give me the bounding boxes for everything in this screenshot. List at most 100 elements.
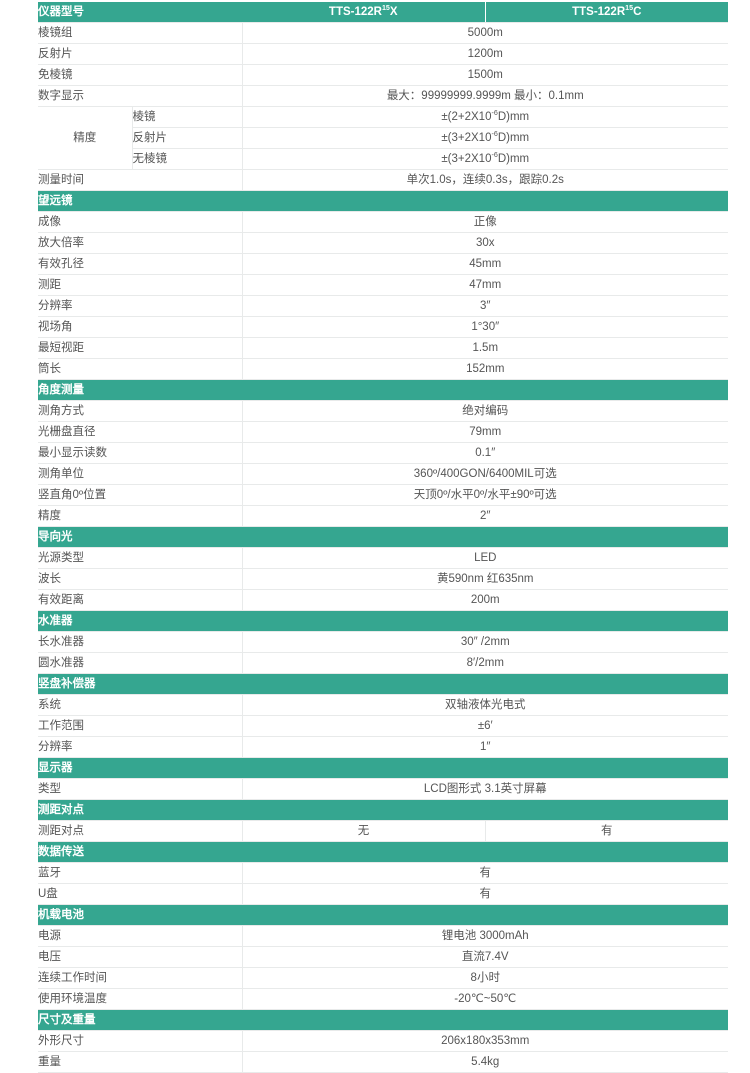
row-label: 光源类型 [38, 547, 242, 569]
table-row: 蓝牙有 [38, 862, 728, 884]
header-model-a-superscript: 15 [381, 4, 390, 13]
row-value: 30x [241, 232, 728, 254]
table-row: U盘有 [38, 883, 728, 905]
section-title: 竖盘补偿器 [38, 673, 728, 695]
row-label: 电源 [38, 925, 242, 947]
section-title: 角度测量 [38, 379, 728, 401]
row-value: 1°30″ [241, 316, 728, 338]
section-header-row: 测距对点 [38, 799, 728, 821]
section-header-row: 数据传送 [38, 841, 728, 863]
table-row: 电压 直流7.4V [38, 946, 728, 968]
section-header-row: 机载电池 [38, 904, 728, 926]
row-label: 放大倍率 [38, 232, 242, 254]
table-row: 最小显示读数 0.1″ [38, 442, 728, 464]
row-label: 波长 [38, 568, 242, 590]
table-row: 重量 5.4kg [38, 1051, 728, 1073]
row-value: 天顶0º/水平0º/水平±90º可选 [241, 484, 728, 506]
table-body: 仪器型号 TTS-122R15X TTS-122R15C 棱镜组 5000m 反射片 120… [38, 2, 728, 1073]
row-value: ±6′ [241, 715, 728, 737]
table-row: 工作范围 ±6′ [38, 715, 728, 737]
row-value: 有 [241, 862, 728, 884]
row-value: 3″ [241, 295, 728, 317]
table-row: 反射片 ±(3+2X10-6D)mm [38, 127, 728, 149]
row-label: 有效孔径 [38, 253, 242, 275]
row-value: 最大：99999999.9999m 最小：0.1mm [241, 85, 728, 107]
table-row: 系统 双轴液体光电式 [38, 694, 728, 716]
table-row: 成像 正像 [38, 211, 728, 233]
row-value: 黄590nm 红635nm [241, 568, 728, 590]
row-value: 绝对编码 [241, 400, 728, 422]
row-value: ±(2+2X10-6D)mm [241, 106, 728, 128]
table-row: 外形尺寸 206x180x353mm [38, 1030, 728, 1052]
table-row: 测距对点无有 [38, 820, 728, 842]
table-row: 免棱镜 1500m [38, 64, 728, 86]
row-label: 最短视距 [38, 337, 242, 359]
header-label: 仪器型号 [38, 2, 242, 23]
row-label: 竖直角0º位置 [38, 484, 242, 506]
section-title: 望远镜 [38, 190, 728, 212]
row-value: LCD图形式 3.1英寸屏幕 [241, 778, 728, 800]
row-value: 47mm [241, 274, 728, 296]
row-label: 最小显示读数 [38, 442, 242, 464]
row-value: 1500m [241, 64, 728, 86]
table-row: 有效孔径 45mm [38, 253, 728, 275]
row-value: ±(3+2X10-6D)mm [241, 148, 728, 170]
row-label: 反射片 [38, 43, 242, 65]
exponent: -6 [491, 151, 498, 160]
table-row: 棱镜组 5000m [38, 22, 728, 44]
table-row: 分辨率 1″ [38, 736, 728, 758]
row-label: U盘 [38, 883, 242, 905]
row-value: 直流7.4V [241, 946, 728, 968]
row-value: 0.1″ [241, 442, 728, 464]
section-title: 测距对点 [38, 799, 728, 821]
section-header-row: 角度测量 [38, 379, 728, 401]
table-row: 有效距离 200m [38, 589, 728, 611]
row-value: 45mm [241, 253, 728, 275]
section-title: 尺寸及重量 [38, 1009, 728, 1031]
row-label: 数字显示 [38, 85, 242, 107]
row-value-model-b: 有 [484, 820, 728, 842]
table-row: 使用环境温度 -20℃~50℃ [38, 988, 728, 1010]
table-row: 视场角 1°30″ [38, 316, 728, 338]
header-model-a: TTS-122R15X [242, 2, 485, 23]
row-label: 测距对点 [38, 820, 242, 842]
row-value: 8小时 [241, 967, 728, 989]
row-value: 200m [241, 589, 728, 611]
row-sublabel: 无棱镜 [131, 148, 242, 170]
row-label: 测距 [38, 274, 242, 296]
row-value: ±(3+2X10-6D)mm [241, 127, 728, 149]
row-sublabel: 棱镜 [131, 106, 242, 128]
section-title: 导向光 [38, 526, 728, 548]
row-label: 成像 [38, 211, 242, 233]
row-label: 测角单位 [38, 463, 242, 485]
table-row: 最短视距 1.5m [38, 337, 728, 359]
row-label: 测量时间 [38, 169, 242, 191]
row-value: 5.4kg [241, 1051, 728, 1073]
row-label: 免棱镜 [38, 64, 242, 86]
row-value: 79mm [241, 421, 728, 443]
row-sublabel: 反射片 [131, 127, 242, 149]
table-row: 测量时间 单次1.0s，连续0.3s，跟踪0.2s [38, 169, 728, 191]
row-value: 锂电池 3000mAh [241, 925, 728, 947]
table-row: 分辨率 3″ [38, 295, 728, 317]
row-value: 30″ /2mm [241, 631, 728, 653]
row-value: 2″ [241, 505, 728, 527]
row-label: 连续工作时间 [38, 967, 242, 989]
table-row: 类型 LCD图形式 3.1英寸屏幕 [38, 778, 728, 800]
section-title: 水准器 [38, 610, 728, 632]
row-label: 视场角 [38, 316, 242, 338]
accuracy-group-label: 精度 [38, 106, 132, 170]
table-row: 电源 锂电池 3000mAh [38, 925, 728, 947]
row-label: 使用环境温度 [38, 988, 242, 1010]
table-row: 反射片 1200m [38, 43, 728, 65]
row-label: 系统 [38, 694, 242, 716]
table-row: 光源类型 LED [38, 547, 728, 569]
section-header-row: 尺寸及重量 [38, 1009, 728, 1031]
table-row: 连续工作时间 8小时 [38, 967, 728, 989]
table-header-row: 仪器型号 TTS-122R15X TTS-122R15C [38, 2, 728, 23]
row-label: 棱镜组 [38, 22, 242, 44]
row-value: 206x180x353mm [241, 1030, 728, 1052]
row-label: 圆水准器 [38, 652, 242, 674]
table-row: 竖直角0º位置 天顶0º/水平0º/水平±90º可选 [38, 484, 728, 506]
table-row: 精度 2″ [38, 505, 728, 527]
